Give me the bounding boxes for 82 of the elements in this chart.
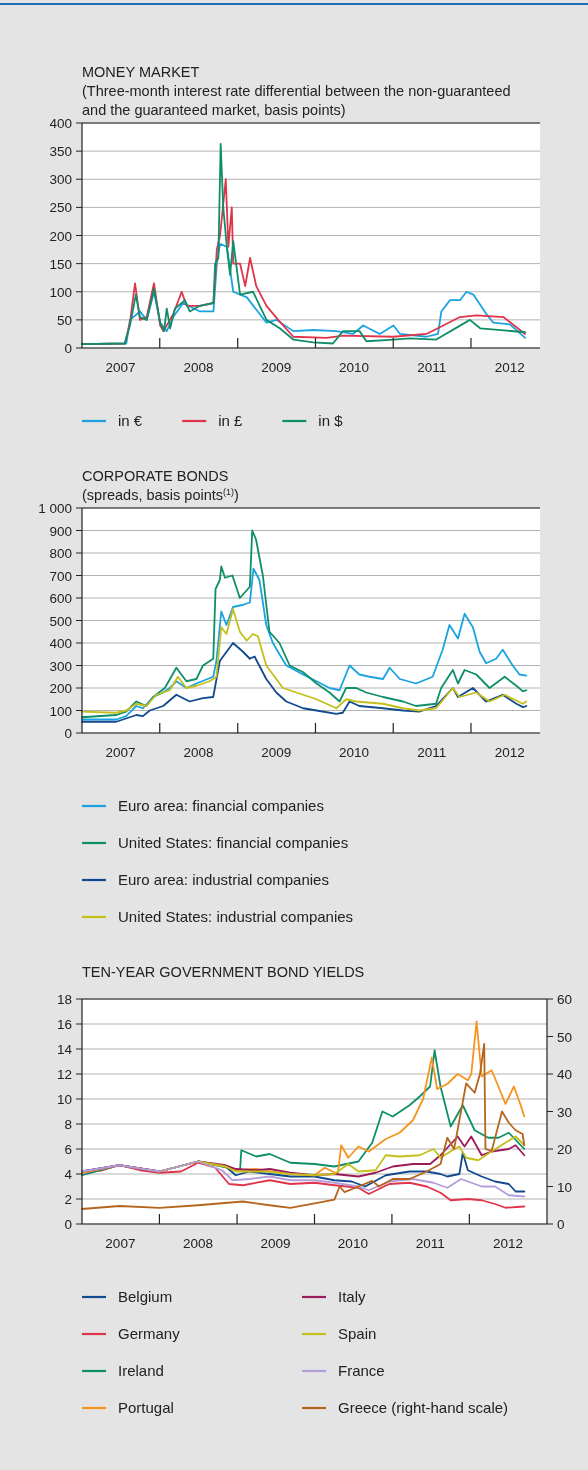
chart-subtitle: (Three-month interest rate differential between the non-guaranteed and the guaranteed market, basis points) <box>82 83 511 118</box>
legend-label: France <box>338 1362 385 1379</box>
y2-tick-label: 10 <box>557 1179 573 1195</box>
y-tick-label: 6 <box>64 1142 72 1157</box>
legend-label: Greece (right-hand scale) <box>338 1399 509 1416</box>
line-series <box>81 567 528 721</box>
y-tick-label: 100 <box>49 284 72 300</box>
x-tick-label: 2008 <box>183 745 214 760</box>
y-tick-label: 12 <box>56 1067 72 1082</box>
y-tick-label: 200 <box>49 681 72 696</box>
legend-label: Spain <box>338 1325 377 1342</box>
y2-tick-label: 20 <box>557 1142 573 1157</box>
x-tick-label: 2012 <box>494 360 525 375</box>
line-series <box>81 608 528 714</box>
legend-label: Euro area: financial companies <box>118 797 324 814</box>
legend-label: Ireland <box>118 1362 164 1379</box>
y-tick-label: 10 <box>56 1092 72 1107</box>
x-tick-label: 2011 <box>415 1236 445 1251</box>
y-tick-label: 0 <box>64 341 72 356</box>
x-tick-label: 2012 <box>494 745 525 760</box>
chart-title: CORPORATE BONDS <box>82 468 229 484</box>
x-tick-label: 2012 <box>492 1236 523 1251</box>
legend-label: Italy <box>338 1288 367 1305</box>
y-tick-label: 0 <box>64 726 72 741</box>
legend-label: in € <box>118 412 143 429</box>
y2-tick-label: 30 <box>557 1104 573 1120</box>
y-tick-label: 14 <box>56 1042 73 1057</box>
y-tick-label: 8 <box>64 1117 72 1132</box>
y2-tick-label: 40 <box>557 1067 573 1082</box>
x-tick-label: 2007 <box>105 360 136 375</box>
y-tick-label: 600 <box>49 591 72 606</box>
line-series <box>81 1160 526 1198</box>
x-tick-label: 2010 <box>337 1236 368 1251</box>
y-tick-label: 16 <box>56 1017 72 1032</box>
y-tick-label: 350 <box>49 144 72 160</box>
y2-tick-label: 0 <box>557 1217 565 1232</box>
x-tick-label: 2007 <box>105 1236 136 1251</box>
legend-label: Belgium <box>118 1288 173 1305</box>
y-tick-label: 50 <box>56 312 72 328</box>
x-tick-label: 2009 <box>260 1236 291 1251</box>
y-tick-label: 2 <box>64 1192 72 1207</box>
chart-title: TEN-YEAR GOVERNMENT BOND YIELDS <box>82 964 365 980</box>
legend-label: in £ <box>218 412 244 429</box>
y-tick-label: 500 <box>49 613 72 629</box>
y-tick-label: 800 <box>49 546 72 561</box>
legend-label: in $ <box>318 412 344 429</box>
line-series <box>81 642 528 723</box>
line-series <box>81 1043 526 1210</box>
legend-label: Portugal <box>118 1399 174 1416</box>
y-tick-label: 700 <box>49 568 72 584</box>
y-tick-label: 150 <box>49 256 72 272</box>
y-tick-label: 300 <box>49 172 72 188</box>
y-tick-label: 100 <box>49 703 72 719</box>
legend-label: Euro area: industrial companies <box>118 871 329 888</box>
line-series <box>81 142 526 345</box>
y-tick-label: 400 <box>49 636 72 651</box>
legend-label: Germany <box>118 1325 181 1342</box>
x-tick-label: 2010 <box>339 360 370 375</box>
y-tick-label: 0 <box>64 1217 72 1232</box>
y-tick-label: 200 <box>49 228 72 244</box>
legend-label: United States: financial companies <box>118 834 349 851</box>
x-tick-label: 2011 <box>417 360 447 375</box>
y-tick-label: 18 <box>56 992 72 1007</box>
y-tick-label: 900 <box>49 523 72 539</box>
chart-subtitle: (spreads, basis points$^{(1)}$) <box>82 487 239 503</box>
y-tick-label: 400 <box>49 116 72 131</box>
x-tick-label: 2008 <box>183 360 214 375</box>
y-tick-label: 1 000 <box>38 501 72 516</box>
line-series <box>81 529 528 719</box>
x-tick-label: 2009 <box>261 745 292 760</box>
x-tick-label: 2011 <box>417 745 447 760</box>
y2-tick-label: 50 <box>557 1029 573 1045</box>
y-tick-label: 4 <box>64 1167 73 1182</box>
y-tick-label: 250 <box>49 200 72 216</box>
y2-tick-label: 60 <box>557 992 573 1007</box>
x-tick-label: 2008 <box>183 1236 214 1251</box>
y-tick-label: 300 <box>49 658 72 674</box>
chart-title: MONEY MARKET <box>82 64 200 80</box>
x-tick-label: 2009 <box>261 360 292 375</box>
x-tick-label: 2007 <box>105 745 136 760</box>
x-tick-label: 2010 <box>339 745 370 760</box>
legend-label: United States: industrial companies <box>118 908 354 925</box>
